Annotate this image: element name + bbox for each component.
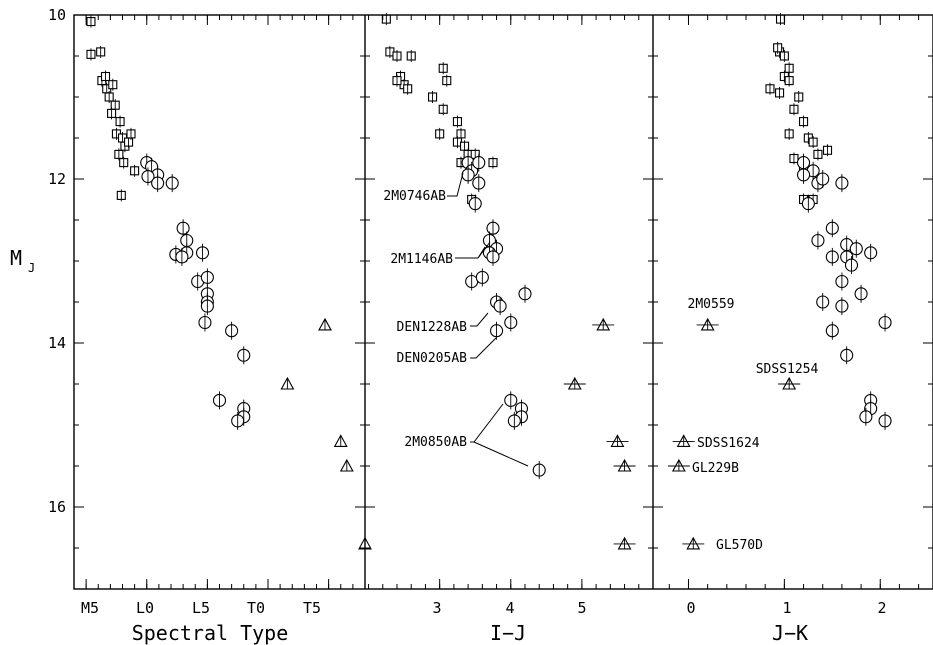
annotation-leader-2m1146ab: [477, 246, 486, 259]
x-tick-label: 1: [782, 599, 791, 617]
x-tick-label: 0: [686, 599, 695, 617]
y-tick-label: 14: [48, 334, 66, 352]
x-tick-label: 4: [505, 599, 514, 617]
x-tick-label: M5: [81, 599, 99, 617]
annotation-den0205ab: DEN0205AB: [397, 351, 468, 366]
annotation-gl570d: GL570D: [716, 538, 763, 553]
annotation-leader-den1228ab: [470, 312, 489, 327]
x-tick-label: L0: [136, 599, 154, 617]
chart-marks: [86, 13, 892, 550]
annotation-2m0746ab: 2M0746AB: [383, 189, 446, 204]
x-tick-label: L5: [192, 599, 210, 617]
y-axis-title-subscript: J: [28, 261, 35, 275]
x-tick-label: 3: [432, 599, 441, 617]
y-tick-label: 12: [48, 170, 66, 188]
annotation-2m0559: 2M0559: [688, 297, 735, 312]
axis-ticks: [74, 14, 933, 590]
y-axis-title: M: [10, 246, 22, 270]
annotation-gl229b: GL229B: [692, 461, 739, 476]
y-tick-label: 16: [48, 498, 66, 516]
x-tick-label: T5: [303, 599, 321, 617]
x-tick-label: 2: [877, 599, 886, 617]
annotation-2m0850ab: 2M0850AB: [404, 435, 467, 450]
annotation-leader-2m0850ab: [473, 441, 529, 467]
annotation-leader-2m0746ab: [447, 172, 464, 197]
annotation-2m1146ab: 2M1146AB: [390, 252, 453, 267]
y-tick-label: 10: [48, 6, 66, 24]
x-axis-title-spectral-type: Spectral Type: [132, 621, 289, 645]
x-axis-title-i-j: I−J: [490, 621, 526, 645]
annotation-leader-den0205ab: [470, 337, 497, 359]
annotation-sdss1254: SDSS1254: [756, 362, 819, 377]
x-axis-title-j-k: J−K: [772, 621, 808, 645]
annotation-leader-2m0850ab: [470, 403, 504, 443]
annotation-den1228ab: DEN1228AB: [397, 320, 468, 335]
annotation-sdss1624: SDSS1624: [697, 436, 760, 451]
x-tick-label: T0: [247, 599, 265, 617]
x-tick-label: 5: [577, 599, 586, 617]
